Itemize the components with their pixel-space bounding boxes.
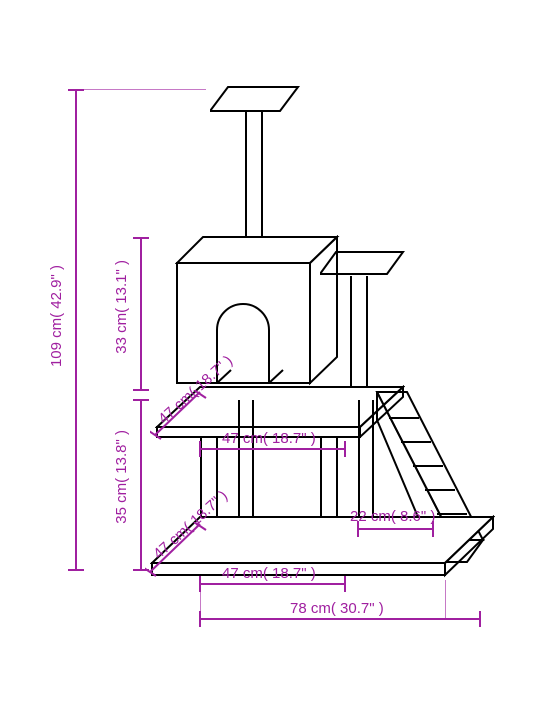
lower-post-rear — [372, 400, 374, 518]
dim-w47-bot-label: 47 cm( 18.7" ) — [222, 565, 316, 582]
ext-line — [445, 580, 446, 618]
lower-post-rear — [358, 400, 360, 518]
dim-h35-line — [140, 400, 142, 570]
dim-h35-label: 35 cm( 13.8" ) — [113, 430, 130, 524]
ext-line — [200, 580, 201, 618]
top-post — [261, 111, 263, 236]
dim-h33-label: 33 cm( 13.1" ) — [113, 260, 130, 354]
dim-cap — [344, 441, 346, 457]
house-box — [175, 235, 340, 390]
dim-w78-line — [200, 618, 480, 620]
dim-cap — [68, 569, 84, 571]
ext-line — [76, 89, 206, 90]
dim-cap — [133, 237, 149, 239]
dim-cap — [479, 611, 481, 627]
dim-h33-line — [140, 238, 142, 390]
lower-post-rear — [252, 400, 254, 520]
dim-cap — [133, 399, 149, 401]
diagram-canvas: 109 cm( 42.9" ) 33 cm( 13.1" ) 35 cm( 13… — [0, 0, 540, 720]
mid-right-post — [350, 276, 352, 386]
dim-h109-line — [75, 90, 77, 570]
dim-w47-mid-line — [200, 448, 345, 450]
dim-w47-bot-line — [200, 583, 345, 585]
dim-w22-line — [358, 528, 433, 530]
dim-w22-label: 22 cm( 8.6" ) — [350, 508, 435, 525]
top-platform — [210, 85, 300, 113]
top-post — [245, 111, 247, 236]
dim-cap — [344, 576, 346, 592]
dim-cap — [199, 441, 201, 457]
dim-w47-mid-label: 47 cm( 18.7" ) — [222, 430, 316, 447]
dim-w78-label: 78 cm( 30.7" ) — [290, 600, 384, 617]
dim-h109-label: 109 cm( 42.9" ) — [48, 265, 65, 367]
mid-right-post — [366, 276, 368, 386]
lower-post-rear — [238, 400, 240, 520]
dim-cap — [133, 389, 149, 391]
